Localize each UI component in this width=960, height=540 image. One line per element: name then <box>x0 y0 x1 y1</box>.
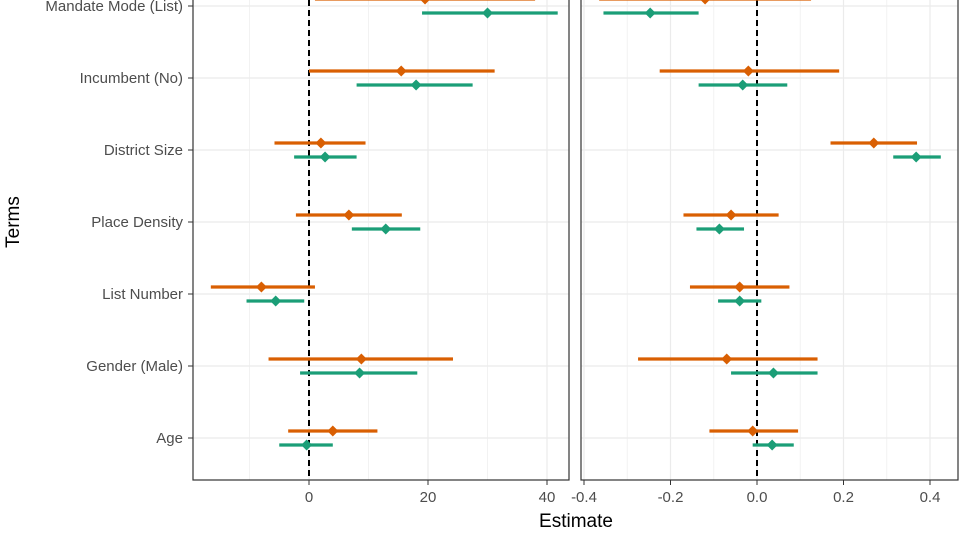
estimate-point <box>713 223 725 235</box>
estimate-point <box>270 295 282 307</box>
estimate-point <box>315 137 327 149</box>
estimate-point <box>255 281 267 293</box>
y-tick-label: District Size <box>104 142 183 159</box>
estimate-point <box>644 7 656 19</box>
estimate-point <box>721 353 733 365</box>
estimate-point <box>700 0 710 5</box>
y-axis-title: Terms <box>3 196 24 248</box>
y-tick-label: Mandate Mode (List) <box>45 0 183 15</box>
estimate-point <box>734 281 746 293</box>
estimate-point <box>380 223 392 235</box>
estimate-point <box>301 439 313 451</box>
estimate-point <box>747 425 759 437</box>
x-axis-title: Estimate <box>539 511 613 532</box>
estimate-point <box>767 367 779 379</box>
y-tick-label: List Number <box>102 286 183 303</box>
panel-right: -0.4 -0.2 0.0 0.2 0.4 <box>571 0 959 506</box>
estimate-point <box>742 65 754 77</box>
x-tick-label: 0.0 <box>747 489 768 506</box>
x-tick-label: 40 <box>539 489 556 506</box>
estimate-point <box>319 151 331 163</box>
y-tick-label: Incumbent (No) <box>80 70 183 87</box>
panel-border <box>192 0 570 481</box>
y-tick-label: Gender (Male) <box>86 358 183 375</box>
estimate-point <box>734 295 746 307</box>
x-tick-label: -0.2 <box>658 489 684 506</box>
x-tick-label: 0.2 <box>833 489 854 506</box>
estimate-point <box>354 367 366 379</box>
estimate-point <box>327 425 339 437</box>
x-tick-label: -0.4 <box>571 489 597 506</box>
x-tick-label: 0 <box>305 489 313 506</box>
panel-border <box>580 0 959 481</box>
estimate-point <box>766 439 778 451</box>
estimate-point <box>482 7 493 19</box>
estimate-point <box>910 151 922 163</box>
panel-left: 0 20 40 <box>192 0 570 506</box>
x-tick-label: 0.4 <box>920 489 941 506</box>
y-tick-label: Age <box>156 430 183 447</box>
estimate-point <box>725 209 737 221</box>
y-tick-label: Place Density <box>91 214 183 231</box>
estimate-point <box>737 79 749 91</box>
estimate-point <box>395 65 407 77</box>
estimate-point <box>410 79 422 91</box>
estimate-point <box>420 0 430 5</box>
x-tick-label: 20 <box>420 489 437 506</box>
estimate-point <box>343 209 355 221</box>
estimate-point <box>868 137 880 149</box>
y-tick-labels: Mandate Mode (List) Incumbent (No) Distric… <box>45 0 193 447</box>
estimate-point <box>355 353 367 365</box>
